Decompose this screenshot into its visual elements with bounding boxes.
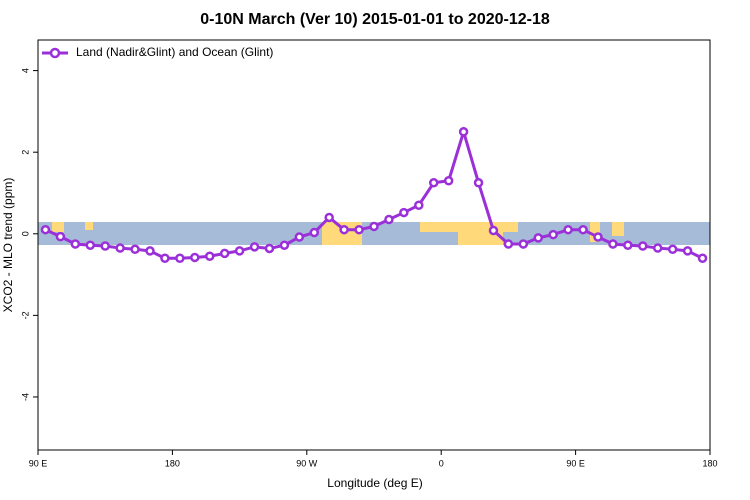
y-tick-label: -2 <box>20 311 30 319</box>
point <box>652 243 663 253</box>
point <box>458 127 469 137</box>
point <box>100 241 110 251</box>
point <box>249 242 260 252</box>
point <box>667 244 678 255</box>
chart-title: 0-10N March (Ver 10) 2015-01-01 to 2020-… <box>200 11 550 28</box>
point <box>533 233 544 243</box>
point <box>563 224 573 235</box>
y-tick-label: -4 <box>20 393 30 401</box>
point <box>190 252 200 263</box>
point <box>548 229 558 240</box>
point <box>175 253 185 264</box>
point <box>503 239 514 249</box>
point <box>578 224 588 235</box>
point <box>204 251 215 261</box>
point <box>115 243 125 253</box>
point <box>488 225 499 236</box>
x-tick-label: 180 <box>702 458 717 468</box>
point <box>443 175 454 186</box>
y-tick-label: 2 <box>20 150 30 155</box>
point <box>399 207 409 218</box>
point <box>264 243 275 254</box>
x-tick-label: 90 E <box>566 458 585 468</box>
point <box>294 232 305 242</box>
point <box>697 253 708 264</box>
point <box>130 244 140 255</box>
point <box>682 246 693 256</box>
legend-marker <box>49 47 61 59</box>
point <box>85 240 96 250</box>
x-tick-label: 90 W <box>296 458 318 468</box>
point <box>55 231 66 242</box>
point <box>70 239 81 249</box>
x-tick-label: 180 <box>165 458 180 468</box>
legend-label: Land (Nadir&Glint) and Ocean (Glint) <box>76 45 273 59</box>
point <box>234 246 245 256</box>
point <box>369 221 379 232</box>
point <box>354 224 364 235</box>
point <box>309 227 320 238</box>
point <box>145 246 155 256</box>
point <box>324 212 334 223</box>
plot-frame <box>37 39 711 451</box>
point <box>279 240 290 250</box>
x-axis-label: Longitude (deg E) <box>327 476 422 490</box>
point <box>638 241 648 251</box>
y-tick-label: 0 <box>20 231 30 236</box>
point <box>593 232 603 242</box>
point <box>428 178 439 188</box>
point <box>623 240 633 250</box>
y-axis-label: XCO2 - MLO trend (ppm) <box>1 178 15 313</box>
point <box>608 239 618 249</box>
point <box>384 214 394 225</box>
point <box>219 248 230 259</box>
point <box>160 253 170 264</box>
point <box>518 239 529 249</box>
point <box>40 224 51 235</box>
point <box>339 224 349 235</box>
x-tick-label: 0 <box>439 458 444 468</box>
y-tick-label: 4 <box>20 68 30 73</box>
x-tick-label: 90 E <box>29 458 48 468</box>
point <box>414 200 424 210</box>
point <box>473 178 484 188</box>
